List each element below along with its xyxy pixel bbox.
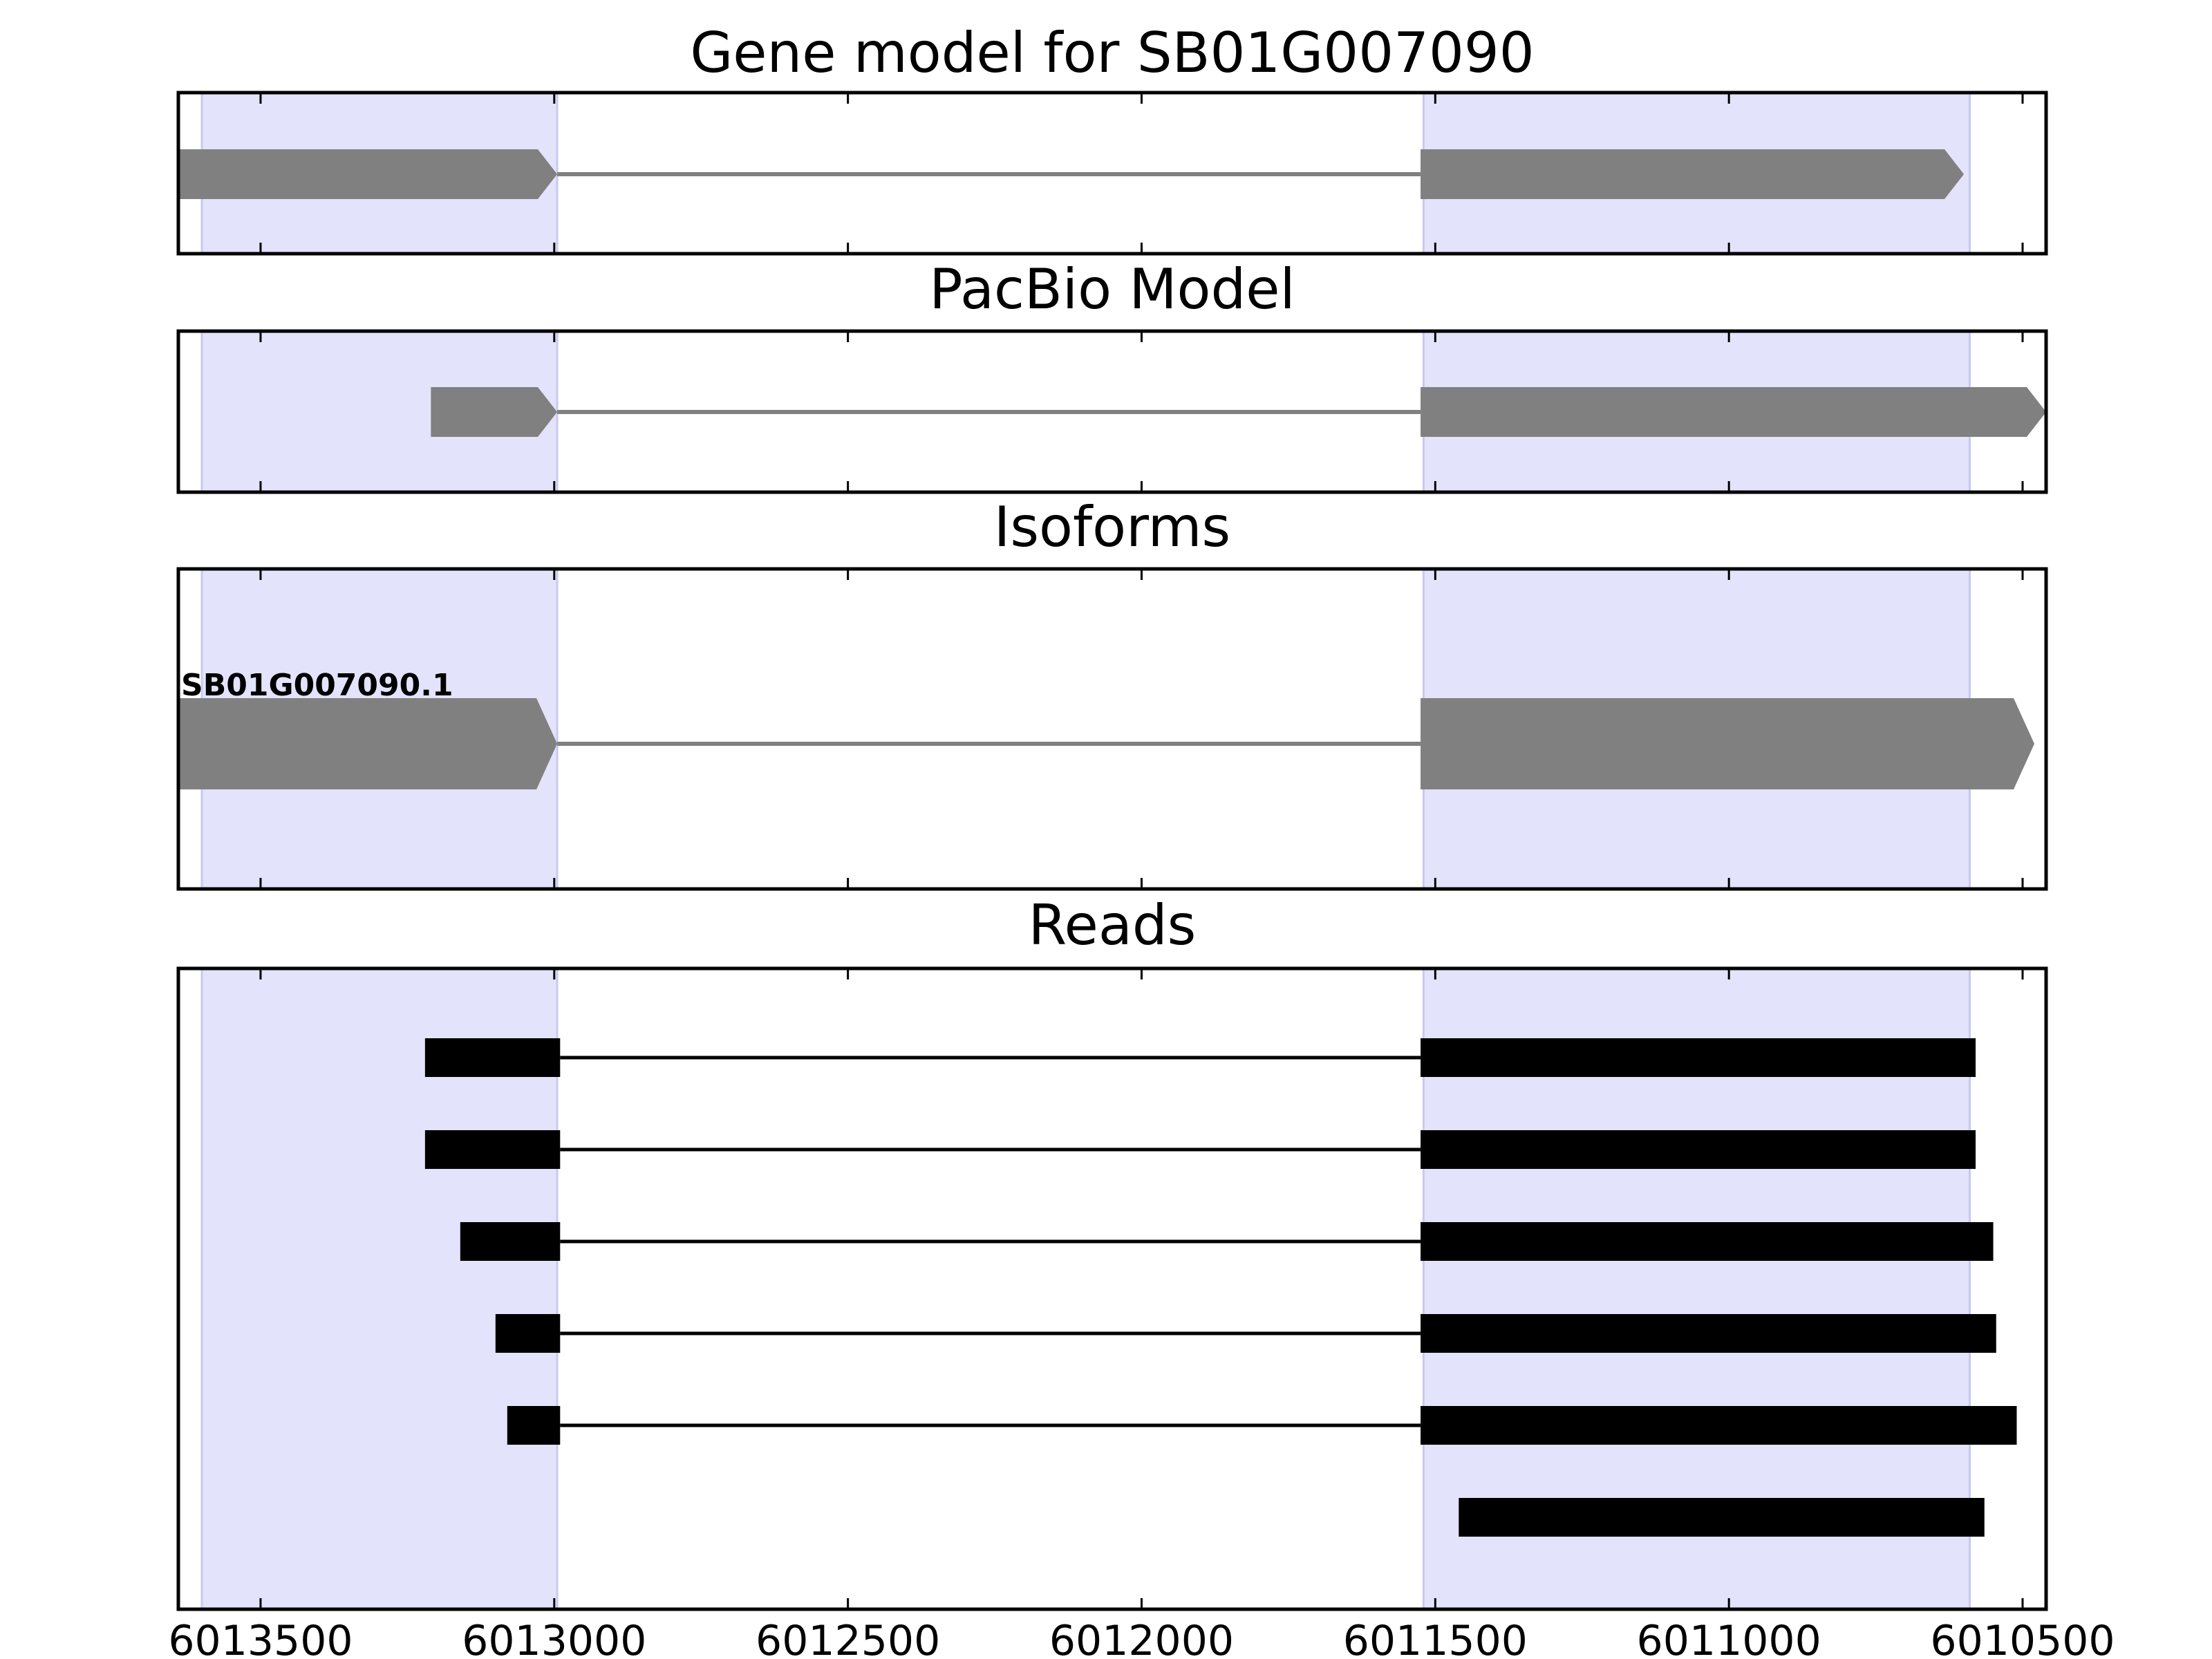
- panel-title: Reads: [1029, 893, 1197, 957]
- panel-title: Gene model for SB01G007090: [690, 21, 1534, 85]
- exon-block: [1421, 387, 2046, 437]
- read-alignment: [424, 1130, 1976, 1169]
- exon-block: [1421, 698, 2035, 789]
- read-alignment: [424, 1038, 1976, 1077]
- panel-title: PacBio Model: [929, 257, 1295, 321]
- read-alignment: [1459, 1498, 1985, 1537]
- exon-block: [1421, 1038, 1976, 1077]
- read-alignment: [495, 1314, 1996, 1353]
- exon-block: [507, 1406, 561, 1445]
- panel-title: Isoforms: [994, 495, 1230, 559]
- axes-frame: [176, 91, 2048, 256]
- axes-frame: [176, 329, 2048, 494]
- axes-frame: [176, 567, 2048, 891]
- x-tick-label: 6010500: [1930, 1617, 2115, 1659]
- exon-block: [1459, 1498, 1985, 1537]
- exon-block: [495, 1314, 561, 1353]
- panels-layer: Gene model for SB01G007090 PacBio Model Is…: [168, 21, 2115, 1659]
- axes-frame: [176, 966, 2048, 1611]
- exon-block: [1421, 1222, 1994, 1261]
- x-tick-label: 6011000: [1637, 1617, 1821, 1659]
- exon-block: [178, 149, 558, 199]
- transcript-model: [431, 387, 2046, 437]
- x-tick-label: 6012000: [1049, 1617, 1234, 1659]
- exon-block: [1421, 1314, 1996, 1353]
- exon-block: [1421, 149, 1965, 199]
- x-tick-label: 6013500: [168, 1617, 353, 1659]
- x-tick-label: 6013000: [462, 1617, 646, 1659]
- panel-0: Gene model for SB01G007090: [176, 21, 2048, 256]
- panel-1: PacBio Model: [176, 257, 2048, 494]
- exon-block: [424, 1038, 561, 1077]
- read-alignment: [507, 1406, 2017, 1445]
- x-tick-label: 6011500: [1343, 1617, 1528, 1659]
- transcript-model: SB01G007090.1: [178, 668, 2035, 789]
- exon-block: [424, 1130, 561, 1169]
- exon-block: [460, 1222, 561, 1261]
- isoform-label: SB01G007090.1: [181, 668, 453, 703]
- exon-block: [1421, 1406, 2017, 1445]
- exon-block: [1421, 1130, 1976, 1169]
- transcript-model: [178, 149, 1965, 199]
- panel-2: Isoforms SB01G007090.1: [176, 495, 2048, 891]
- read-alignment: [460, 1222, 1994, 1261]
- exon-block: [431, 387, 558, 437]
- x-tick-label: 6012500: [756, 1617, 940, 1659]
- panel-3: Reads 6013500 6013000 6012500 6012000 6011500…: [168, 893, 2115, 1659]
- exon-block: [178, 698, 558, 789]
